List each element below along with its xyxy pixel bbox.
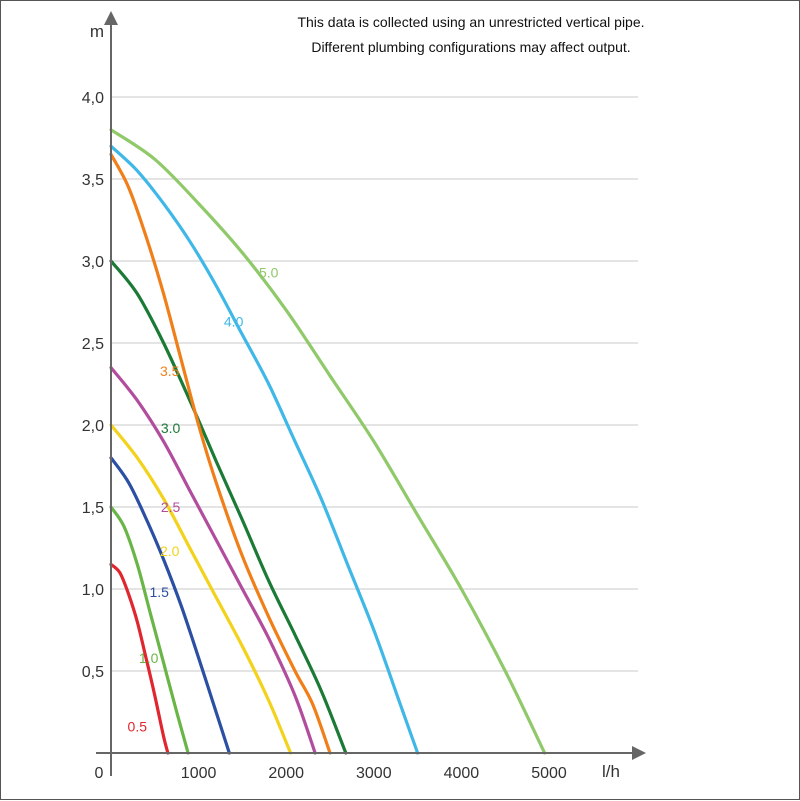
- x-axis-arrow-icon: [632, 746, 646, 760]
- series-labels: 0.5 1.0 1.5 2.0 2.5 3.0 3.5 4.0 5.0: [128, 264, 279, 734]
- note-line-2: Different plumbing configurations may af…: [311, 39, 630, 55]
- y-axis-label: m: [90, 22, 104, 41]
- series-line-3.0: [109, 259, 348, 755]
- axes: m l/h: [90, 11, 646, 781]
- series-line-2.0: [109, 423, 293, 755]
- series-label-2.0: 2.0: [160, 543, 180, 559]
- note-line-1: This data is collected using an unrestri…: [297, 14, 644, 30]
- y-tick-label: 3,5: [82, 172, 104, 189]
- y-tick-label: 4,0: [82, 90, 104, 107]
- curves: [109, 128, 547, 755]
- y-tick-label: 3,0: [82, 254, 104, 271]
- y-tick-label: 2,0: [82, 418, 104, 435]
- series-label-0.5: 0.5: [128, 719, 148, 735]
- series-line-3.5: [109, 152, 332, 755]
- x-tick-label: 2000: [268, 765, 304, 782]
- series-line-1.5: [109, 456, 231, 755]
- x-tick-label: 4000: [444, 765, 480, 782]
- y-tick-label: 1,5: [82, 500, 104, 517]
- x-tick-label: 1000: [181, 765, 217, 782]
- series-line-5.0: [109, 128, 547, 755]
- series-label-5.0: 5.0: [259, 264, 279, 280]
- x-tick-label: 3000: [356, 765, 392, 782]
- grid: [111, 96, 638, 672]
- series-label-3.5: 3.5: [160, 363, 180, 379]
- series-label-4.0: 4.0: [224, 314, 244, 330]
- y-axis-arrow-icon: [104, 11, 118, 25]
- series-label-3.0: 3.0: [161, 420, 181, 436]
- series-line-2.5: [109, 366, 317, 755]
- x-axis-label: l/h: [602, 762, 620, 781]
- tick-labels: 0,5 1,0 1,5 2,0 2,5 3,0 3,5 4,0 0 1000 2000 3000 400…: [82, 90, 567, 782]
- y-tick-label: 0,5: [82, 664, 104, 681]
- series-label-1.0: 1.0: [139, 650, 159, 666]
- series-line-4.0: [109, 144, 420, 755]
- x-tick-label: 0: [95, 765, 104, 782]
- series-label-1.5: 1.5: [149, 584, 169, 600]
- series-label-2.5: 2.5: [161, 499, 181, 515]
- y-tick-label: 1,0: [82, 582, 104, 599]
- series-line-1.0: [109, 505, 190, 755]
- x-tick-label: 5000: [531, 765, 567, 782]
- y-tick-label: 2,5: [82, 336, 104, 353]
- series-line-0.5: [109, 562, 170, 755]
- chart-note: This data is collected using an unrestri…: [297, 14, 644, 55]
